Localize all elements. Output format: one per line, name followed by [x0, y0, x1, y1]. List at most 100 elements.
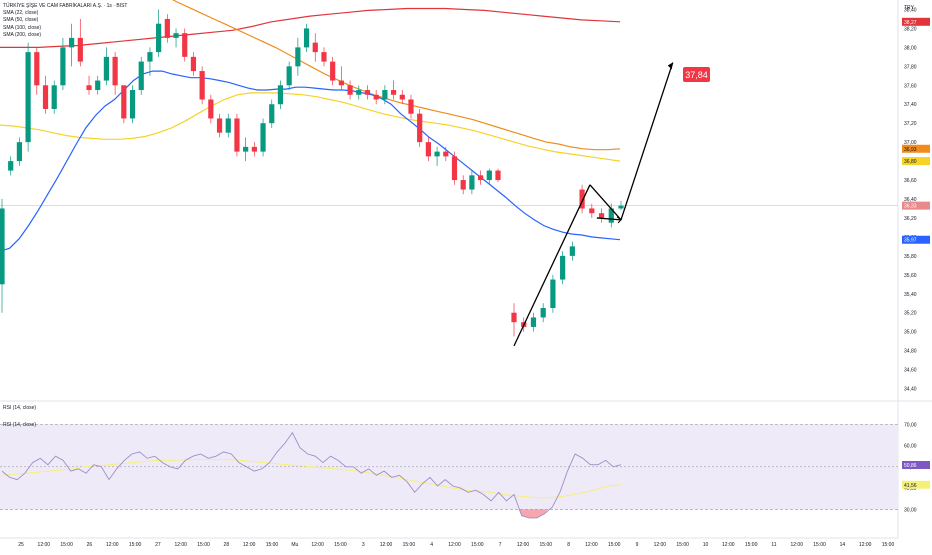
candle: [86, 75, 92, 95]
rsi-tag-text: 50,86: [904, 463, 917, 469]
candle-body: [469, 175, 475, 190]
candle: [25, 42, 31, 152]
time-tick-label: 15:00: [745, 542, 758, 548]
candle-body: [173, 33, 179, 38]
candle: [251, 142, 257, 157]
price-tick-label: 38,00: [904, 45, 917, 51]
rsi-tick-label: 30,00: [904, 507, 917, 513]
time-tick-label: 15:00: [334, 542, 347, 548]
price-tick-label: 36,60: [904, 178, 917, 184]
candle-body: [42, 85, 49, 109]
time-tick-label: 12:00: [311, 542, 324, 548]
rsi-tick-label: 70,00: [904, 422, 917, 428]
candle-body: [550, 279, 556, 308]
price-tick-label: 35,60: [904, 273, 917, 279]
candle: [347, 80, 353, 100]
time-tick-label: 8: [567, 542, 570, 548]
candle-body: [129, 90, 136, 119]
candle: [451, 151, 458, 185]
rsi-tag: [902, 480, 930, 489]
candle-body: [390, 90, 397, 95]
candle-body: [86, 85, 92, 91]
rsi-ma-line: [1, 458, 622, 499]
candle: [569, 241, 575, 261]
candle: [129, 85, 136, 124]
candle-body: [486, 170, 492, 181]
candle-body: [460, 180, 466, 190]
candle-body: [95, 80, 101, 91]
candle: [486, 168, 492, 185]
target-price-label[interactable]: 37,84: [683, 67, 710, 82]
candle-body: [399, 94, 405, 100]
sma200-line: [0, 7, 621, 49]
trend-line[interactable]: [513, 184, 591, 347]
candle: [234, 113, 240, 157]
candle-body: [303, 28, 310, 48]
candle: [443, 146, 449, 162]
candle: [208, 94, 214, 124]
candle: [469, 170, 475, 195]
candle: [286, 61, 292, 91]
candle-body: [598, 213, 605, 218]
candle-body: [234, 118, 240, 152]
rsi-legend-secondary[interactable]: RSI (14, close): [3, 422, 37, 428]
candle: [477, 170, 484, 185]
candle: [243, 137, 249, 162]
trend-line[interactable]: [596, 217, 622, 221]
legend-sma22[interactable]: SMA (22, close): [3, 10, 39, 17]
price-tag: [902, 144, 930, 153]
candle: [540, 303, 546, 323]
candle-body: [408, 99, 414, 114]
candle-body: [190, 56, 197, 72]
candle-body: [477, 175, 484, 181]
rsi-tick-label: 60,00: [904, 444, 917, 450]
trend-line[interactable]: [589, 184, 622, 221]
candle-body: [511, 312, 517, 323]
candle-body: [0, 208, 5, 285]
candle: [312, 33, 318, 62]
candle-body: [417, 113, 423, 143]
candle-body: [112, 56, 118, 86]
candle-body: [295, 47, 301, 67]
legend-sma100[interactable]: SMA (100, close): [3, 24, 42, 31]
rsi-line: [1, 431, 622, 519]
candle-body: [164, 18, 170, 38]
candle: [579, 184, 585, 214]
trend-line[interactable]: [620, 62, 674, 221]
candle-body: [443, 151, 449, 157]
candle: [0, 199, 5, 313]
candle: [190, 52, 197, 76]
candle-body: [530, 317, 537, 327]
price-tag: [902, 17, 930, 26]
rsi-legend[interactable]: RSI (14, close): [3, 405, 37, 411]
candle: [460, 175, 466, 195]
price-tag: [902, 157, 930, 166]
rsi-tick-label: 40,00: [904, 486, 917, 492]
price-tag: [902, 235, 930, 244]
candle: [34, 47, 40, 95]
candle: [399, 90, 405, 105]
candle-body: [51, 85, 57, 109]
price-tick-label: 37,00: [904, 140, 917, 146]
time-tick-label: 9: [636, 542, 639, 548]
candle: [42, 75, 49, 114]
target-price-text: 37,84: [685, 70, 708, 80]
candle-body: [138, 61, 144, 91]
candle: [618, 200, 624, 211]
legend-sma50[interactable]: SMA (50, close): [3, 17, 39, 24]
candle-body: [451, 156, 458, 181]
legend-sma200[interactable]: SMA (200, close): [3, 31, 42, 38]
price-tick-label: 35,80: [904, 254, 917, 260]
candle: [530, 312, 537, 332]
price-tick-label: 37,80: [904, 64, 917, 70]
candle-body: [382, 90, 388, 100]
candle-body: [34, 52, 40, 86]
price-tick-label: 35,40: [904, 292, 917, 298]
candle: [417, 108, 423, 147]
candle-body: [216, 118, 223, 133]
small-arrow-head: [616, 216, 622, 224]
price-tick-label: 34,40: [904, 387, 917, 393]
time-tick-label: 15:00: [197, 542, 210, 548]
